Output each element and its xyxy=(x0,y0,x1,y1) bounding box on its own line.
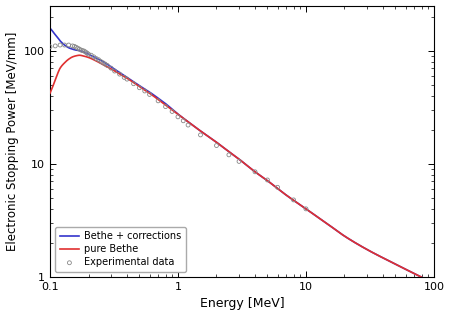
Experimental data xyxy=(168,109,176,114)
Experimental data xyxy=(65,43,72,48)
Experimental data xyxy=(88,53,95,58)
Experimental data xyxy=(99,60,107,65)
Experimental data xyxy=(69,43,76,48)
Experimental data xyxy=(71,44,78,49)
Experimental data xyxy=(61,43,68,48)
Experimental data xyxy=(146,92,153,97)
pure Bethe xyxy=(77,53,82,57)
Experimental data xyxy=(252,169,259,174)
Experimental data xyxy=(79,48,86,53)
Experimental data xyxy=(235,159,243,164)
Experimental data xyxy=(111,69,118,74)
Experimental data xyxy=(82,50,89,55)
Experimental data xyxy=(72,45,80,50)
Y-axis label: Electronic Stopping Power [MeV/mm]: Electronic Stopping Power [MeV/mm] xyxy=(5,32,18,251)
Bethe + corrections xyxy=(431,282,436,285)
pure Bethe xyxy=(47,91,53,95)
Experimental data xyxy=(274,185,281,190)
Experimental data xyxy=(57,43,64,48)
Experimental data xyxy=(95,57,102,62)
Experimental data xyxy=(136,85,143,90)
Bethe + corrections xyxy=(350,239,355,243)
Experimental data xyxy=(174,114,181,119)
Experimental data xyxy=(162,104,169,109)
pure Bethe xyxy=(350,239,355,243)
Experimental data xyxy=(180,118,187,123)
Experimental data xyxy=(197,132,204,137)
pure Bethe xyxy=(420,276,426,280)
Experimental data xyxy=(116,72,123,77)
Experimental data xyxy=(85,52,92,57)
Bethe + corrections xyxy=(234,155,239,159)
Experimental data xyxy=(213,143,220,148)
pure Bethe xyxy=(224,148,230,152)
Experimental data xyxy=(52,43,59,48)
Experimental data xyxy=(290,198,297,203)
Experimental data xyxy=(102,62,109,67)
Experimental data xyxy=(121,75,128,80)
Experimental data xyxy=(123,76,130,82)
Line: pure Bethe: pure Bethe xyxy=(50,55,434,283)
Bethe + corrections xyxy=(420,276,426,280)
Experimental data xyxy=(84,51,91,56)
Experimental data xyxy=(104,63,111,68)
Legend: Bethe + corrections, pure Bethe, Experimental data: Bethe + corrections, pure Bethe, Experim… xyxy=(55,227,186,272)
Line: Bethe + corrections: Bethe + corrections xyxy=(50,28,434,283)
Experimental data xyxy=(141,88,149,94)
Experimental data xyxy=(154,98,162,103)
Experimental data xyxy=(302,206,310,211)
Bethe + corrections xyxy=(224,148,229,152)
pure Bethe xyxy=(67,57,72,60)
Experimental data xyxy=(130,81,137,86)
pure Bethe xyxy=(420,276,426,280)
Experimental data xyxy=(74,46,81,51)
X-axis label: Energy [MeV]: Energy [MeV] xyxy=(200,297,284,310)
Experimental data xyxy=(184,123,192,128)
Experimental data xyxy=(46,44,54,49)
Experimental data xyxy=(81,49,88,54)
Experimental data xyxy=(76,47,83,52)
Experimental data xyxy=(90,54,97,59)
Bethe + corrections xyxy=(420,276,425,280)
Experimental data xyxy=(93,56,100,61)
Experimental data xyxy=(264,178,271,183)
Experimental data xyxy=(108,66,115,71)
Experimental data xyxy=(77,48,85,53)
pure Bethe xyxy=(234,155,239,159)
Bethe + corrections xyxy=(67,46,72,50)
Bethe + corrections xyxy=(47,26,53,30)
pure Bethe xyxy=(431,282,436,285)
Experimental data xyxy=(225,152,233,157)
Experimental data xyxy=(97,59,104,64)
